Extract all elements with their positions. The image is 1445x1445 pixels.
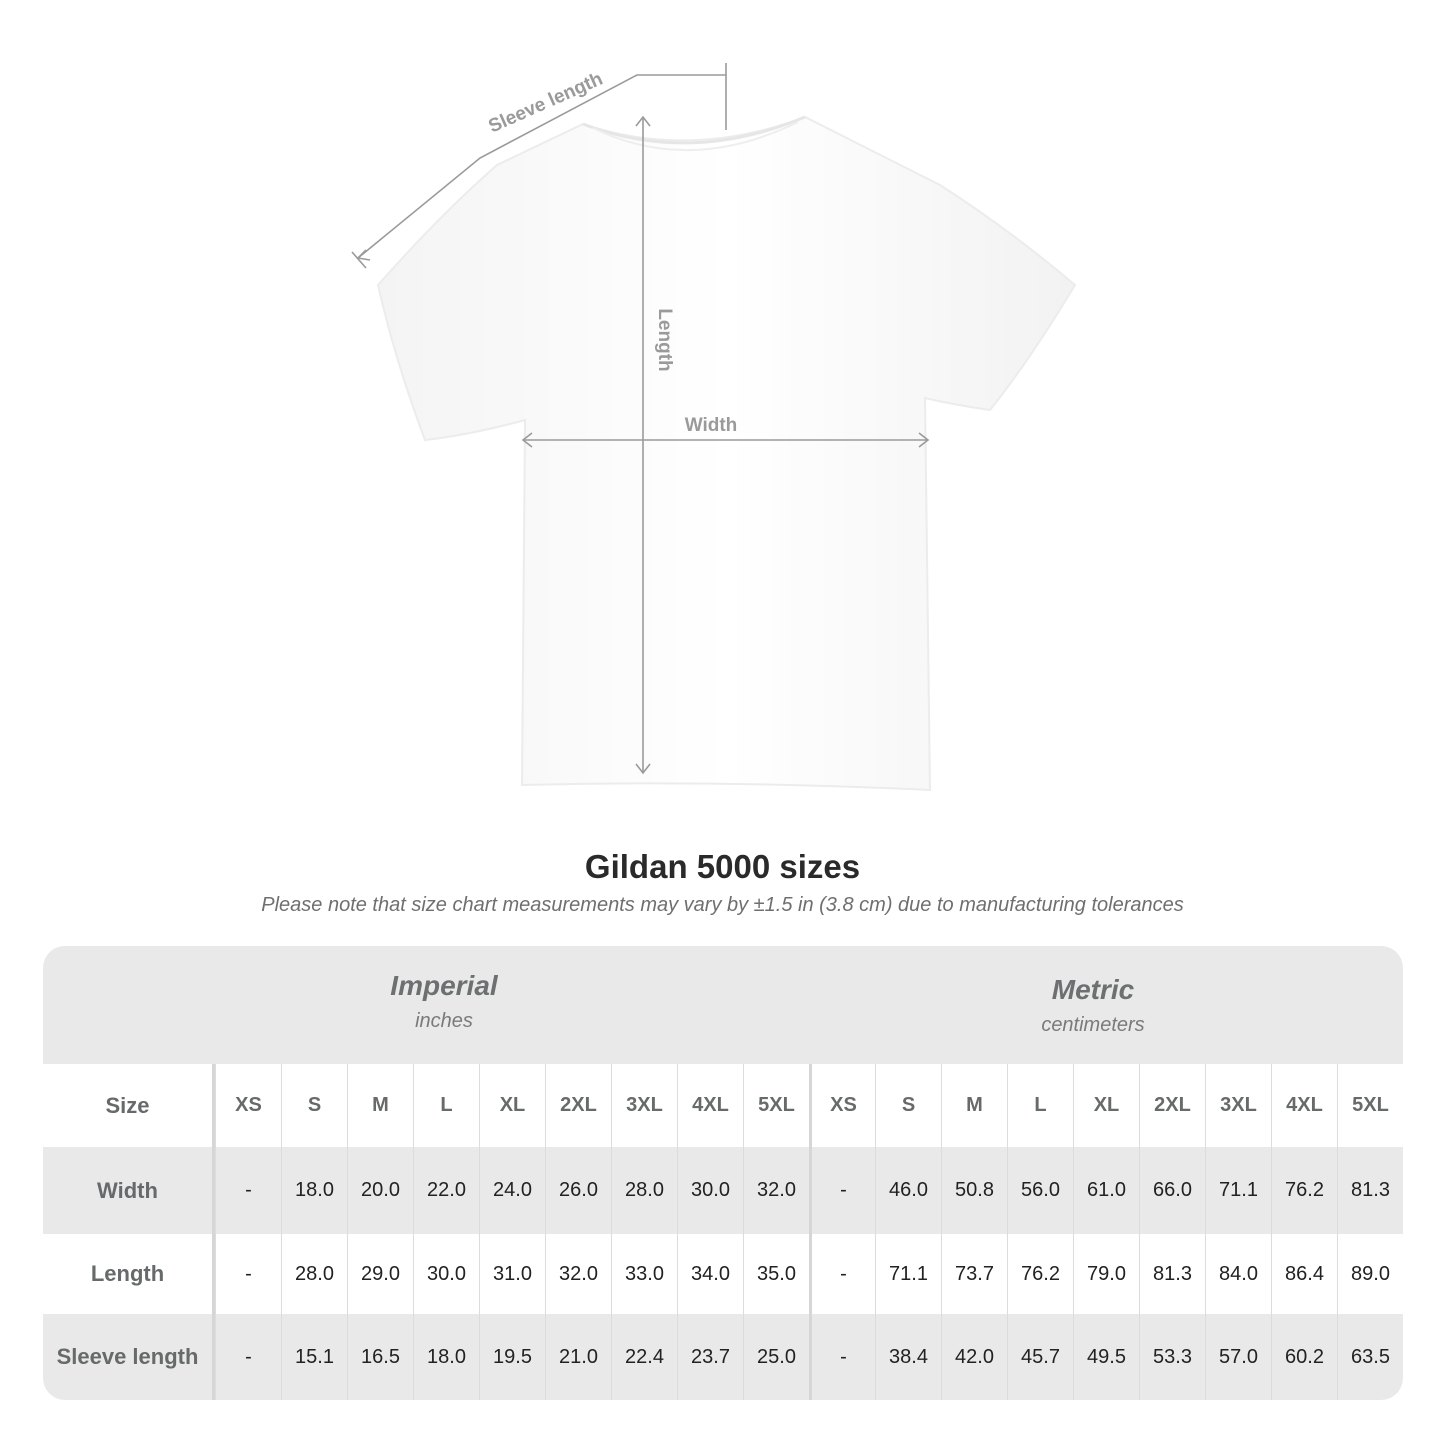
table-cell-metric: 76.2 — [1271, 1147, 1337, 1234]
table-row-width: Width -18.0 20.0 22.0 24.0 26.0 28.0 30.0 32.0-4… — [43, 1147, 1403, 1234]
row-label: Sleeve length — [43, 1314, 215, 1400]
tshirt-shape — [376, 115, 1077, 792]
table-row-sleeve-length: Sleeve length -15.1 16.5 18.0 19.5 21.0 22.4 23… — [43, 1314, 1403, 1400]
row-label: Length — [43, 1234, 215, 1314]
size-header-imperial-5xl: 5XL — [743, 1064, 809, 1147]
size-header-imperial-2xl: 2XL — [545, 1064, 611, 1147]
size-header-imperial-xs: XS — [215, 1064, 281, 1147]
size-label: Size — [43, 1064, 215, 1147]
table-cell-imperial: 26.0 — [545, 1147, 611, 1234]
table-cell-imperial: 18.0 — [281, 1147, 347, 1234]
imperial-unit: inches — [415, 1010, 473, 1032]
table-cell-imperial: 21.0 — [545, 1314, 611, 1400]
table-cell-metric: 89.0 — [1337, 1234, 1403, 1314]
table-cell-metric: 81.3 — [1337, 1147, 1403, 1234]
table-cell-imperial: 28.0 — [611, 1147, 677, 1234]
size-table: Imperial inches Metric centimeters Size … — [43, 946, 1403, 1400]
table-cell-metric: 49.5 — [1073, 1314, 1139, 1400]
table-cell-metric: 86.4 — [1271, 1234, 1337, 1314]
table-cell-imperial: 23.7 — [677, 1314, 743, 1400]
table-cell-metric: 53.3 — [1139, 1314, 1205, 1400]
table-cell-imperial: 16.5 — [347, 1314, 413, 1400]
size-header-imperial-3xl: 3XL — [611, 1064, 677, 1147]
row-label: Width — [43, 1147, 215, 1234]
imperial-title: Imperial — [390, 970, 498, 1001]
table-cell-imperial: - — [215, 1314, 281, 1400]
size-header-row: Size XS S M L XL 2XL 3XL 4XL 5XL XS S M L XL 2XL 3XL 4XL… — [43, 1064, 1403, 1147]
table-cell-imperial: 15.1 — [281, 1314, 347, 1400]
table-cell-metric: 61.0 — [1073, 1147, 1139, 1234]
metric-header: Metric centimeters — [893, 974, 1293, 1037]
table-cell-imperial: 30.0 — [413, 1234, 479, 1314]
table-cell-metric: 81.3 — [1139, 1234, 1205, 1314]
table-cell-metric: 84.0 — [1205, 1234, 1271, 1314]
table-cell-imperial: 28.0 — [281, 1234, 347, 1314]
metric-title: Metric — [1051, 974, 1135, 1005]
table-cell-metric: - — [809, 1314, 875, 1400]
table-cell-imperial: 24.0 — [479, 1147, 545, 1234]
table-cell-imperial: 18.0 — [413, 1314, 479, 1400]
size-header-metric-xl: XL — [1073, 1064, 1139, 1147]
size-header-metric-2xl: 2XL — [1139, 1064, 1205, 1147]
table-cell-metric: 57.0 — [1205, 1314, 1271, 1400]
width-label: Width — [685, 415, 738, 436]
table-cell-metric: 79.0 — [1073, 1234, 1139, 1314]
table-cell-imperial: - — [215, 1234, 281, 1314]
table-cell-metric: 50.8 — [941, 1147, 1007, 1234]
size-header-metric-4xl: 4XL — [1271, 1064, 1337, 1147]
length-label: Length — [654, 308, 675, 371]
size-header-imperial-xl: XL — [479, 1064, 545, 1147]
table-cell-imperial: 33.0 — [611, 1234, 677, 1314]
table-cell-metric: 66.0 — [1139, 1147, 1205, 1234]
table-cell-imperial: 30.0 — [677, 1147, 743, 1234]
size-header-metric-xs: XS — [809, 1064, 875, 1147]
metric-unit: centimeters — [1041, 1014, 1145, 1036]
size-header-metric-s: S — [875, 1064, 941, 1147]
imperial-header: Imperial inches — [244, 970, 644, 1033]
table-cell-metric: 42.0 — [941, 1314, 1007, 1400]
table-cell-metric: - — [809, 1147, 875, 1234]
table-cell-imperial: 25.0 — [743, 1314, 809, 1400]
table-row-length: Length -28.0 29.0 30.0 31.0 32.0 33.0 34.0 35.0-… — [43, 1234, 1403, 1314]
size-header-imperial-m: M — [347, 1064, 413, 1147]
table-cell-metric: 73.7 — [941, 1234, 1007, 1314]
table-cell-imperial: 22.0 — [413, 1147, 479, 1234]
table-cell-imperial: 31.0 — [479, 1234, 545, 1314]
table-cell-imperial: 34.0 — [677, 1234, 743, 1314]
page-title: Gildan 5000 sizes — [584, 848, 861, 885]
size-header-imperial-l: L — [413, 1064, 479, 1147]
size-header-imperial-s: S — [281, 1064, 347, 1147]
table-cell-imperial: 32.0 — [545, 1234, 611, 1314]
table-cell-imperial: - — [215, 1147, 281, 1234]
table-cell-metric: 60.2 — [1271, 1314, 1337, 1400]
size-header-imperial-4xl: 4XL — [677, 1064, 743, 1147]
table-cell-metric: 38.4 — [875, 1314, 941, 1400]
table-cell-imperial: 20.0 — [347, 1147, 413, 1234]
tolerance-note: Please note that size chart measurements… — [261, 894, 1184, 916]
size-header-metric-3xl: 3XL — [1205, 1064, 1271, 1147]
size-header-metric-5xl: 5XL — [1337, 1064, 1403, 1147]
unit-header-band: Imperial inches Metric centimeters — [43, 946, 1403, 1064]
table-cell-metric: 56.0 — [1007, 1147, 1073, 1234]
table-cell-imperial: 29.0 — [347, 1234, 413, 1314]
tshirt-diagram: Sleeve length Length Width — [351, 63, 1077, 792]
table-cell-metric: 76.2 — [1007, 1234, 1073, 1314]
table-cell-metric: 45.7 — [1007, 1314, 1073, 1400]
table-cell-metric: 71.1 — [875, 1234, 941, 1314]
measurement-lines — [351, 63, 930, 775]
table-cell-metric: - — [809, 1234, 875, 1314]
table-cell-imperial: 35.0 — [743, 1234, 809, 1314]
table-cell-metric: 71.1 — [1205, 1147, 1271, 1234]
table-cell-metric: 46.0 — [875, 1147, 941, 1234]
table-cell-imperial: 32.0 — [743, 1147, 809, 1234]
size-header-metric-m: M — [941, 1064, 1007, 1147]
table-cell-imperial: 19.5 — [479, 1314, 545, 1400]
table-cell-imperial: 22.4 — [611, 1314, 677, 1400]
table-cell-metric: 63.5 — [1337, 1314, 1403, 1400]
size-header-metric-l: L — [1007, 1064, 1073, 1147]
